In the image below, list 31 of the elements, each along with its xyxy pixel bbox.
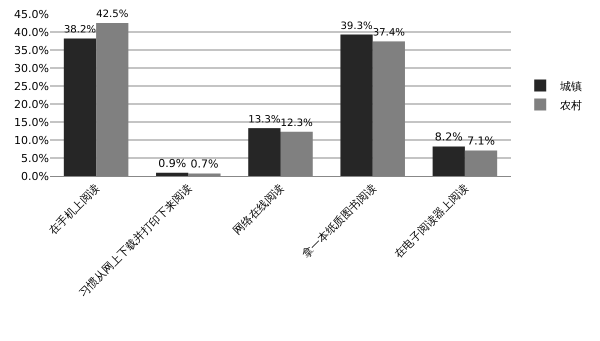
- y-tick-label: 10.0%: [14, 134, 49, 147]
- legend-label: 城镇: [559, 80, 582, 93]
- bar: [64, 38, 96, 176]
- bar: [248, 128, 280, 176]
- bar: [156, 172, 188, 176]
- y-tick-label: 30.0%: [14, 62, 49, 75]
- x-tick-label: 在电子阅读器上阅读: [392, 182, 471, 261]
- y-tick-label: 15.0%: [14, 116, 49, 129]
- x-tick-label: 拿一本纸质图书阅读: [300, 182, 379, 261]
- y-tick-label: 35.0%: [14, 44, 49, 57]
- bar: [340, 34, 373, 176]
- data-label: 8.2%: [434, 130, 463, 144]
- data-label: 37.4%: [372, 28, 406, 39]
- y-tick-label: 5.0%: [21, 152, 49, 165]
- y-tick-label: 25.0%: [14, 80, 49, 93]
- y-tick-label: 0.0%: [21, 170, 49, 183]
- y-tick-label: 20.0%: [14, 98, 49, 111]
- data-label: 38.2%: [64, 24, 96, 36]
- data-label: 42.5%: [96, 9, 129, 20]
- legend-label: 农村: [560, 98, 582, 112]
- y-tick-label: 40.0%: [14, 26, 49, 39]
- data-label: 0.9%: [158, 156, 186, 170]
- data-label: 7.1%: [467, 134, 496, 148]
- x-tick-label: 在手机上阅读: [46, 182, 102, 238]
- data-label: 12.3%: [280, 118, 314, 129]
- y-tick-label: 45.0%: [14, 8, 49, 21]
- data-label: 39.3%: [340, 20, 374, 32]
- x-tick-label: 网络在线阅读: [230, 182, 287, 238]
- data-label: 0.7%: [190, 157, 218, 170]
- bar: [432, 146, 465, 176]
- data-label: 13.3%: [248, 114, 281, 126]
